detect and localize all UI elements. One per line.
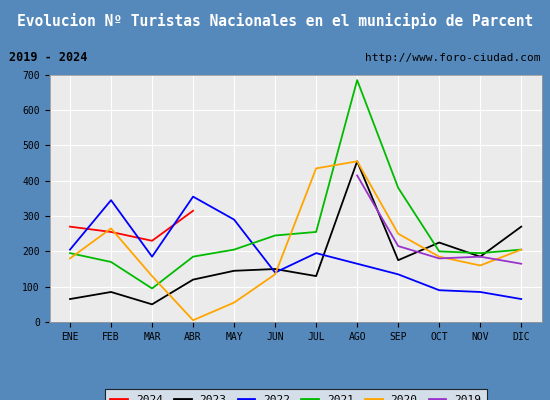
Text: 2019 - 2024: 2019 - 2024: [9, 51, 87, 64]
Text: Evolucion Nº Turistas Nacionales en el municipio de Parcent: Evolucion Nº Turistas Nacionales en el m…: [17, 13, 533, 29]
Text: http://www.foro-ciudad.com: http://www.foro-ciudad.com: [365, 53, 541, 63]
Legend: 2024, 2023, 2022, 2021, 2020, 2019: 2024, 2023, 2022, 2021, 2020, 2019: [104, 389, 487, 400]
